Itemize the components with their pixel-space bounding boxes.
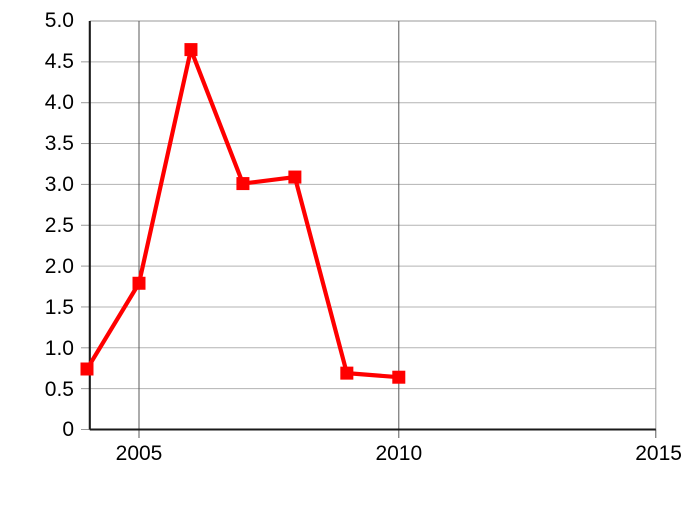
svg-text:0.5: 0.5	[45, 378, 74, 401]
svg-text:2010: 2010	[375, 442, 422, 465]
svg-text:3.5: 3.5	[45, 132, 74, 155]
svg-text:4.0: 4.0	[45, 91, 74, 114]
svg-text:0: 0	[62, 418, 74, 441]
svg-text:1.5: 1.5	[45, 296, 74, 319]
svg-text:3.0: 3.0	[45, 173, 74, 196]
svg-text:2015: 2015	[635, 442, 682, 465]
svg-text:2005: 2005	[116, 442, 163, 465]
svg-text:4.5: 4.5	[45, 50, 74, 73]
svg-text:5.0: 5.0	[45, 9, 74, 32]
svg-text:2.5: 2.5	[45, 214, 74, 237]
svg-text:2.0: 2.0	[45, 255, 74, 278]
svg-text:1.0: 1.0	[45, 337, 74, 360]
